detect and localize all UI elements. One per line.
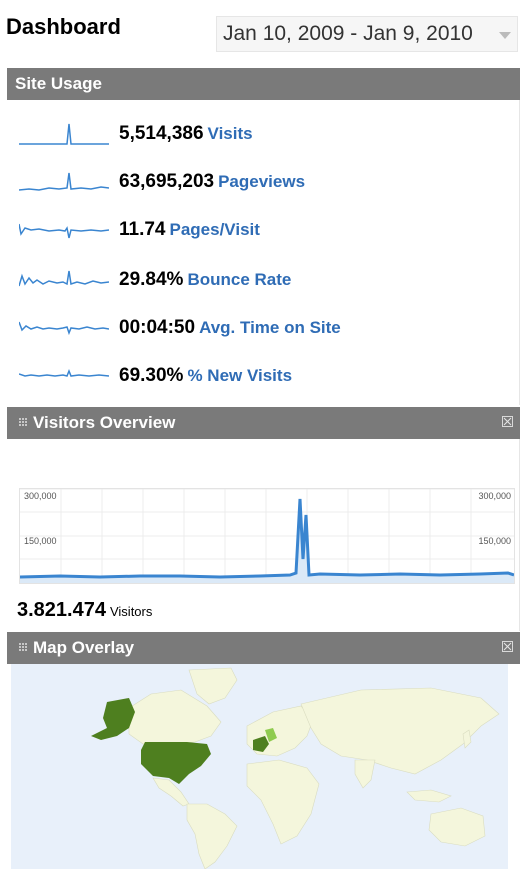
map-region-usa: [141, 742, 211, 784]
drag-handle-icon[interactable]: [19, 418, 27, 428]
visitors-total: 3.821.474 Visitors: [17, 599, 152, 622]
metric-avg-time: 00:04:50 Avg. Time on Site: [15, 314, 515, 344]
pages-visit-sparkline[interactable]: [19, 216, 109, 246]
map-region-alaska: [91, 698, 135, 740]
metric-link-avg-time[interactable]: Avg. Time on Site: [199, 318, 341, 337]
visitors-overview-panel: 300,000 150,000 300,000 150,000 3.821.47…: [7, 439, 520, 631]
close-icon[interactable]: [502, 416, 513, 427]
map-region-australia: [428, 807, 486, 847]
metric-value: 11.74: [119, 219, 166, 240]
close-icon[interactable]: [502, 641, 513, 652]
map-region-india: [354, 759, 376, 789]
chevron-down-icon[interactable]: [499, 32, 511, 39]
map-region-greenland: [188, 667, 238, 705]
site-usage-header: Site Usage: [7, 68, 520, 100]
pageviews-sparkline[interactable]: [19, 168, 109, 198]
map-region-germany: [265, 728, 277, 742]
map-overlay-header[interactable]: Map Overlay: [7, 632, 520, 664]
map-region-indonesia: [406, 789, 452, 803]
metric-link-pageviews[interactable]: Pageviews: [218, 172, 306, 191]
site-usage-title: Site Usage: [15, 74, 102, 93]
map-region-japan: [462, 729, 472, 749]
metric-visits: 5,514,386 Visits: [15, 120, 515, 150]
y-tick-right-300000: 300,000: [478, 491, 511, 501]
map-region-mexico: [152, 777, 190, 807]
metric-new-visits: 69.30%% New Visits: [15, 362, 515, 392]
world-map[interactable]: [11, 664, 508, 869]
metric-bounce-rate: 29.84% Bounce Rate: [15, 266, 515, 296]
metric-link-new-visits[interactable]: % New Visits: [187, 366, 293, 385]
page-title: Dashboard: [6, 14, 121, 39]
map-region-asia: [300, 687, 500, 775]
metric-pages-per-visit: 11.74 Pages/Visit: [15, 216, 515, 246]
metric-value: 63,695,203: [119, 171, 215, 192]
map-region-africa: [246, 759, 320, 845]
metric-pageviews: 63,695,203 Pageviews: [15, 168, 515, 198]
y-tick-right-150000: 150,000: [478, 536, 511, 546]
metric-link-bounce-rate[interactable]: Bounce Rate: [187, 270, 292, 289]
drag-handle-icon[interactable]: [19, 643, 27, 653]
map-region-canada: [128, 689, 222, 745]
date-range-selector[interactable]: Jan 10, 2009 - Jan 9, 2010: [216, 16, 518, 52]
site-usage-panel: 5,514,386 Visits 63,695,203 Pageviews 11.7…: [7, 100, 520, 405]
metric-value: 5,514,386: [119, 123, 204, 144]
new-visits-sparkline[interactable]: [19, 362, 109, 392]
metric-link-visits[interactable]: Visits: [207, 124, 253, 143]
visitors-chart-plot[interactable]: [20, 489, 514, 583]
y-tick-left-300000: 300,000: [24, 491, 57, 501]
map-region-france: [253, 736, 269, 752]
metric-value: 69.30%: [119, 365, 184, 386]
metric-value: 29.84%: [119, 269, 184, 290]
bounce-rate-sparkline[interactable]: [19, 266, 109, 296]
visitors-total-value: 3.821.474: [17, 599, 106, 621]
y-tick-left-150000: 150,000: [24, 536, 57, 546]
date-range-value: Jan 10, 2009 - Jan 9, 2010: [223, 22, 473, 45]
avg-time-sparkline[interactable]: [19, 314, 109, 344]
metric-link-pages-visit[interactable]: Pages/Visit: [169, 220, 260, 239]
visitors-chart[interactable]: 300,000 150,000 300,000 150,000: [19, 488, 515, 584]
map-overlay-title: Map Overlay: [33, 638, 135, 657]
visitors-overview-title: Visitors Overview: [33, 413, 176, 432]
visitors-overview-header[interactable]: Visitors Overview: [7, 407, 520, 439]
metric-value: 00:04:50: [119, 317, 196, 338]
map-region-south-america: [186, 803, 238, 869]
visits-sparkline[interactable]: [19, 120, 109, 150]
visitors-total-label: Visitors: [109, 604, 153, 619]
